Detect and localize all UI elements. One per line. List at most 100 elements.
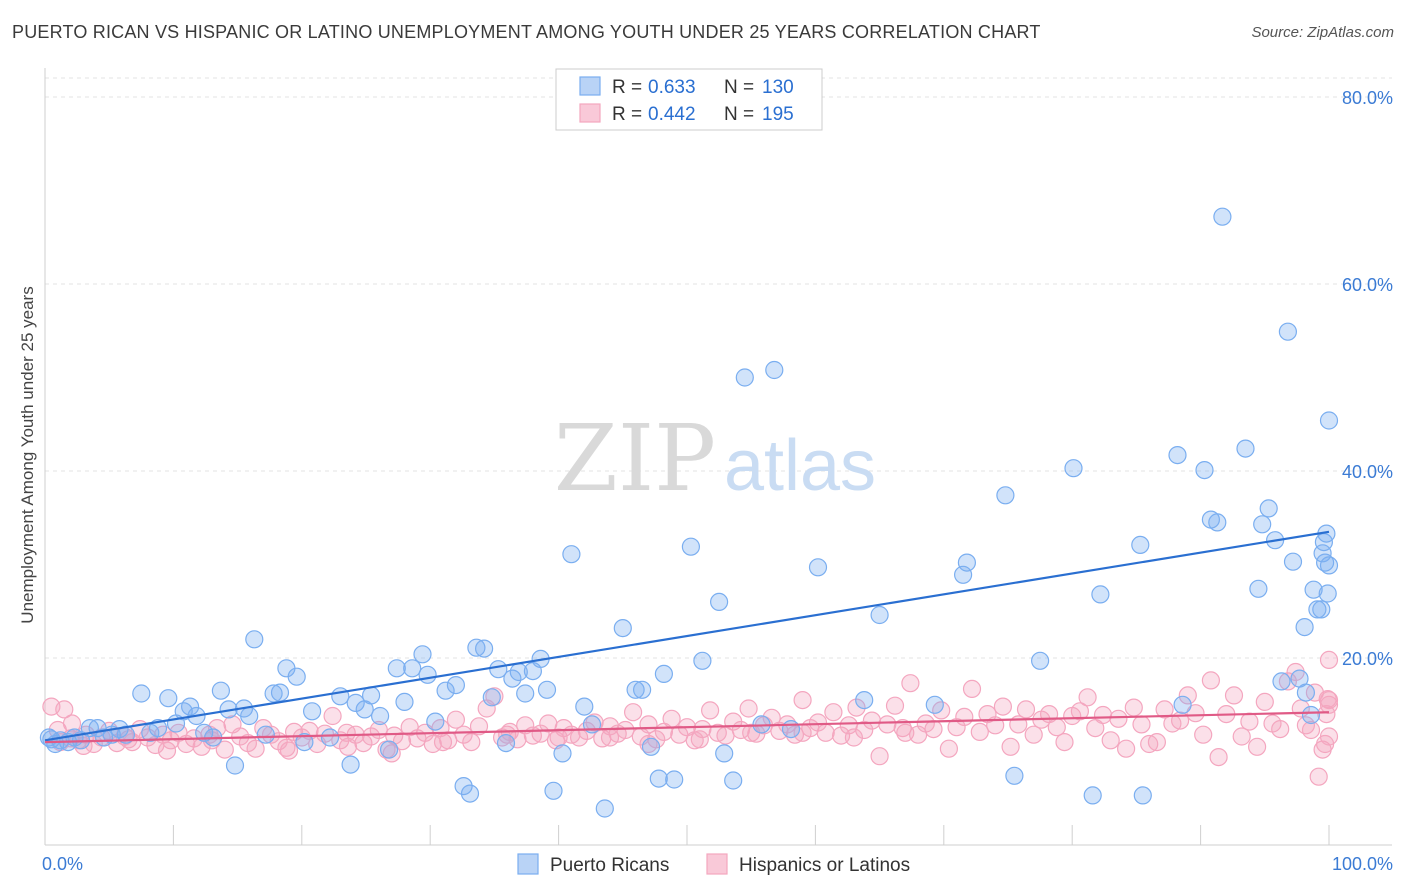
point-puerto-ricans — [870, 605, 889, 625]
point-puerto-ricans — [654, 664, 674, 684]
point-hispanics — [878, 715, 897, 734]
point-hispanics — [1147, 732, 1167, 752]
point-hispanics — [639, 734, 658, 754]
stats-n-value-2: 195 — [762, 104, 794, 125]
x-tick-label-max: 100.0% — [1332, 854, 1393, 874]
point-puerto-ricans — [613, 618, 632, 638]
point-puerto-ricans — [1208, 513, 1227, 532]
point-puerto-ricans — [553, 744, 572, 763]
point-puerto-ricans — [1083, 786, 1102, 805]
point-hispanics — [1047, 718, 1066, 737]
point-hispanics — [1093, 705, 1113, 725]
point-hispanics — [337, 723, 356, 742]
point-puerto-ricans — [1133, 786, 1152, 805]
point-puerto-ricans — [1236, 439, 1255, 458]
point-puerto-ricans — [475, 639, 494, 658]
point-puerto-ricans — [1296, 683, 1316, 702]
point-hispanics — [793, 690, 812, 710]
point-hispanics — [1318, 689, 1337, 709]
point-puerto-ricans — [240, 706, 259, 726]
point-puerto-ricans — [467, 638, 486, 657]
point-hispanics — [1178, 686, 1197, 705]
point-puerto-ricans — [781, 719, 801, 739]
point-hispanics — [739, 699, 758, 718]
point-hispanics — [1055, 732, 1074, 752]
point-hispanics — [1024, 725, 1043, 744]
point-puerto-ricans — [1168, 446, 1187, 465]
point-puerto-ricans — [211, 681, 230, 700]
point-hispanics — [1319, 650, 1339, 670]
point-puerto-ricans — [1319, 556, 1339, 575]
point-puerto-ricans — [649, 769, 668, 788]
point-puerto-ricans — [380, 740, 399, 759]
chart-title: PUERTO RICAN VS HISPANIC OR LATINO UNEMP… — [12, 22, 1041, 42]
point-hispanics — [893, 718, 912, 738]
point-hispanics — [55, 700, 74, 719]
point-puerto-ricans — [454, 776, 473, 796]
point-hispanics — [1132, 715, 1151, 734]
point-hispanics — [516, 716, 535, 735]
point-hispanics — [1247, 737, 1267, 756]
legend-swatch-hispanics — [706, 853, 728, 875]
point-hispanics — [885, 696, 905, 715]
point-hispanics — [662, 709, 681, 728]
point-hispanics — [1109, 709, 1128, 728]
point-puerto-ricans — [264, 684, 283, 703]
point-hispanics — [1224, 686, 1244, 705]
point-hispanics — [1255, 692, 1274, 712]
stats-legend: R = 0.633 N = 130 R = 0.442 N = 195 — [555, 68, 823, 131]
grid-lines — [45, 77, 1392, 659]
point-hispanics — [939, 739, 959, 758]
point-hispanics — [1194, 725, 1213, 744]
point-hispanics — [1319, 690, 1339, 710]
stats-n-value-1: 130 — [762, 77, 794, 98]
point-puerto-ricans — [1319, 411, 1339, 430]
stats-n-label-1: N = — [724, 77, 754, 98]
y-tick-label: 80.0% — [1342, 88, 1393, 108]
point-puerto-ricans — [562, 545, 581, 564]
point-hispanics — [1232, 727, 1251, 746]
stats-r-value-2: 0.442 — [648, 104, 696, 125]
point-puerto-ricans — [403, 659, 422, 678]
point-puerto-ricans — [1249, 579, 1268, 598]
point-hispanics — [962, 679, 982, 699]
point-hispanics — [279, 741, 299, 760]
stats-r-label-1: R = — [612, 77, 642, 98]
x-tick-label-min: 0.0% — [42, 854, 83, 874]
point-puerto-ricans — [460, 784, 480, 803]
point-puerto-ricans — [1312, 600, 1331, 619]
point-hispanics — [1078, 688, 1097, 707]
point-hispanics — [1155, 700, 1174, 719]
legend-swatch-puerto-ricans — [517, 853, 539, 875]
point-puerto-ricans — [1295, 617, 1314, 637]
point-puerto-ricans — [1195, 461, 1214, 480]
point-hispanics — [277, 738, 296, 757]
point-puerto-ricans — [1301, 705, 1321, 725]
point-hispanics — [585, 713, 604, 732]
point-puerto-ricans — [1278, 322, 1298, 341]
axes — [44, 68, 1392, 846]
point-hispanics — [1201, 671, 1221, 690]
y-tick-label: 20.0% — [1342, 649, 1393, 669]
point-puerto-ricans — [1005, 766, 1024, 785]
point-puerto-ricans — [715, 744, 734, 763]
point-puerto-ricans — [957, 553, 977, 572]
point-puerto-ricans — [575, 697, 594, 716]
point-puerto-ricans — [132, 684, 151, 703]
point-hispanics — [808, 713, 828, 732]
point-hispanics — [1240, 712, 1259, 731]
point-hispanics — [157, 741, 177, 760]
trend-line-puerto-ricans — [44, 530, 1330, 742]
point-hispanics — [433, 732, 453, 752]
point-puerto-ricans — [195, 723, 214, 742]
point-puerto-ricans — [641, 737, 661, 756]
point-puerto-ricans — [413, 645, 432, 664]
point-puerto-ricans — [855, 690, 874, 710]
point-puerto-ricans — [346, 693, 365, 713]
y-tick-label: 40.0% — [1342, 462, 1393, 482]
point-puerto-ricans — [544, 781, 563, 800]
point-puerto-ricans — [371, 706, 390, 726]
point-puerto-ricans — [1308, 600, 1327, 619]
point-hispanics — [392, 732, 412, 751]
